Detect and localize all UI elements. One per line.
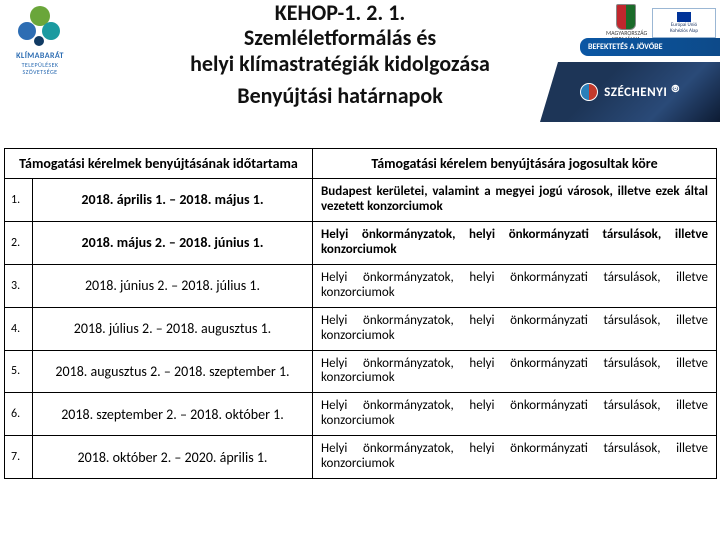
row-number: 2. — [5, 221, 33, 264]
col-header-eligible: Támogatási kérelem benyújtására jogosult… — [313, 149, 717, 179]
klimabarat-sublabel: TELEPÜLÉSEK SZÖVETSÉGE — [4, 62, 76, 75]
table-row: 1.2018. április 1. – 2018. május 1.Budap… — [5, 179, 717, 222]
row-eligible: Budapest kerületei, valamint a megyei jo… — [313, 179, 717, 222]
title-block: KEHOP-1. 2. 1. Szemléletformálás és hely… — [120, 0, 560, 109]
table-row: 4.2018. július 2. – 2018. augusztus 1.He… — [5, 307, 717, 350]
hungary-crest-icon — [616, 4, 636, 30]
header: KLÍMABARÁT TELEPÜLÉSEK SZÖVETSÉGE KEHOP-… — [0, 0, 720, 148]
eu-line2: Kohéziós Alap — [670, 29, 698, 34]
klimabarat-logo: KLÍMABARÁT TELEPÜLÉSEK SZÖVETSÉGE — [4, 6, 76, 75]
table-row: 7.2018. október 2. – 2020. április 1.Hel… — [5, 436, 717, 479]
title-line-1: KEHOP-1. 2. 1. — [120, 0, 560, 25]
deadlines-table: Támogatási kérelmek benyújtásának időtar… — [4, 148, 717, 479]
klimabarat-label: KLÍMABARÁT — [4, 52, 76, 60]
eu-funds-badge: Európai Unió Kohéziós Alap — [652, 8, 716, 38]
row-period: 2018. október 2. – 2020. április 1. — [33, 436, 313, 479]
table-header-row: Támogatási kérelmek benyújtásának időtar… — [5, 149, 717, 179]
klimabarat-icon — [4, 6, 76, 50]
col-header-period: Támogatási kérelmek benyújtásának időtar… — [5, 149, 313, 179]
row-number: 5. — [5, 350, 33, 393]
row-period: 2018. április 1. – 2018. május 1. — [33, 179, 313, 222]
szechenyi-circle-icon — [580, 83, 598, 101]
row-eligible: Helyi önkormányzatok, helyi önkormányzat… — [313, 264, 717, 307]
row-period: 2018. június 2. – 2018. július 1. — [33, 264, 313, 307]
subtitle: Benyújtási határnapok — [120, 82, 560, 109]
row-number: 3. — [5, 264, 33, 307]
row-period: 2018. május 2. – 2018. június 1. — [33, 221, 313, 264]
row-number: 6. — [5, 393, 33, 436]
row-period: 2018. augusztus 2. – 2018. szeptember 1. — [33, 350, 313, 393]
title-line-2: Szemléletformálás és — [120, 25, 560, 50]
befektetes-bar: BEFEKTETÉS A JÖVŐBE — [580, 38, 720, 56]
row-eligible: Helyi önkormányzatok, helyi önkormányzat… — [313, 307, 717, 350]
szechenyi-banner: SZÉCHENYI ⦾ — [540, 62, 720, 122]
row-number: 1. — [5, 179, 33, 222]
table-row: 5.2018. augusztus 2. – 2018. szeptember … — [5, 350, 717, 393]
eu-flag-icon — [677, 12, 691, 22]
table-row: 3.2018. június 2. – 2018. július 1.Helyi… — [5, 264, 717, 307]
szechenyi-2020-icon: ⦾ — [671, 82, 680, 95]
row-period: 2018. szeptember 2. – 2018. október 1. — [33, 393, 313, 436]
row-eligible: Helyi önkormányzatok, helyi önkormányzat… — [313, 221, 717, 264]
szechenyi-label: SZÉCHENYI — [604, 85, 667, 100]
table-row: 2.2018. május 2. – 2018. június 1.Helyi … — [5, 221, 717, 264]
title-line-3: helyi klímastratégiák kidolgozása — [120, 51, 560, 76]
table-row: 6.2018. szeptember 2. – 2018. október 1.… — [5, 393, 717, 436]
row-eligible: Helyi önkormányzatok, helyi önkormányzat… — [313, 436, 717, 479]
row-eligible: Helyi önkormányzatok, helyi önkormányzat… — [313, 350, 717, 393]
row-number: 7. — [5, 436, 33, 479]
gov-eu-logos: MAGYARORSZÁG KORMÁNYA Európai Unió Kohéz… — [606, 4, 716, 42]
row-eligible: Helyi önkormányzatok, helyi önkormányzat… — [313, 393, 717, 436]
row-period: 2018. július 2. – 2018. augusztus 1. — [33, 307, 313, 350]
row-number: 4. — [5, 307, 33, 350]
